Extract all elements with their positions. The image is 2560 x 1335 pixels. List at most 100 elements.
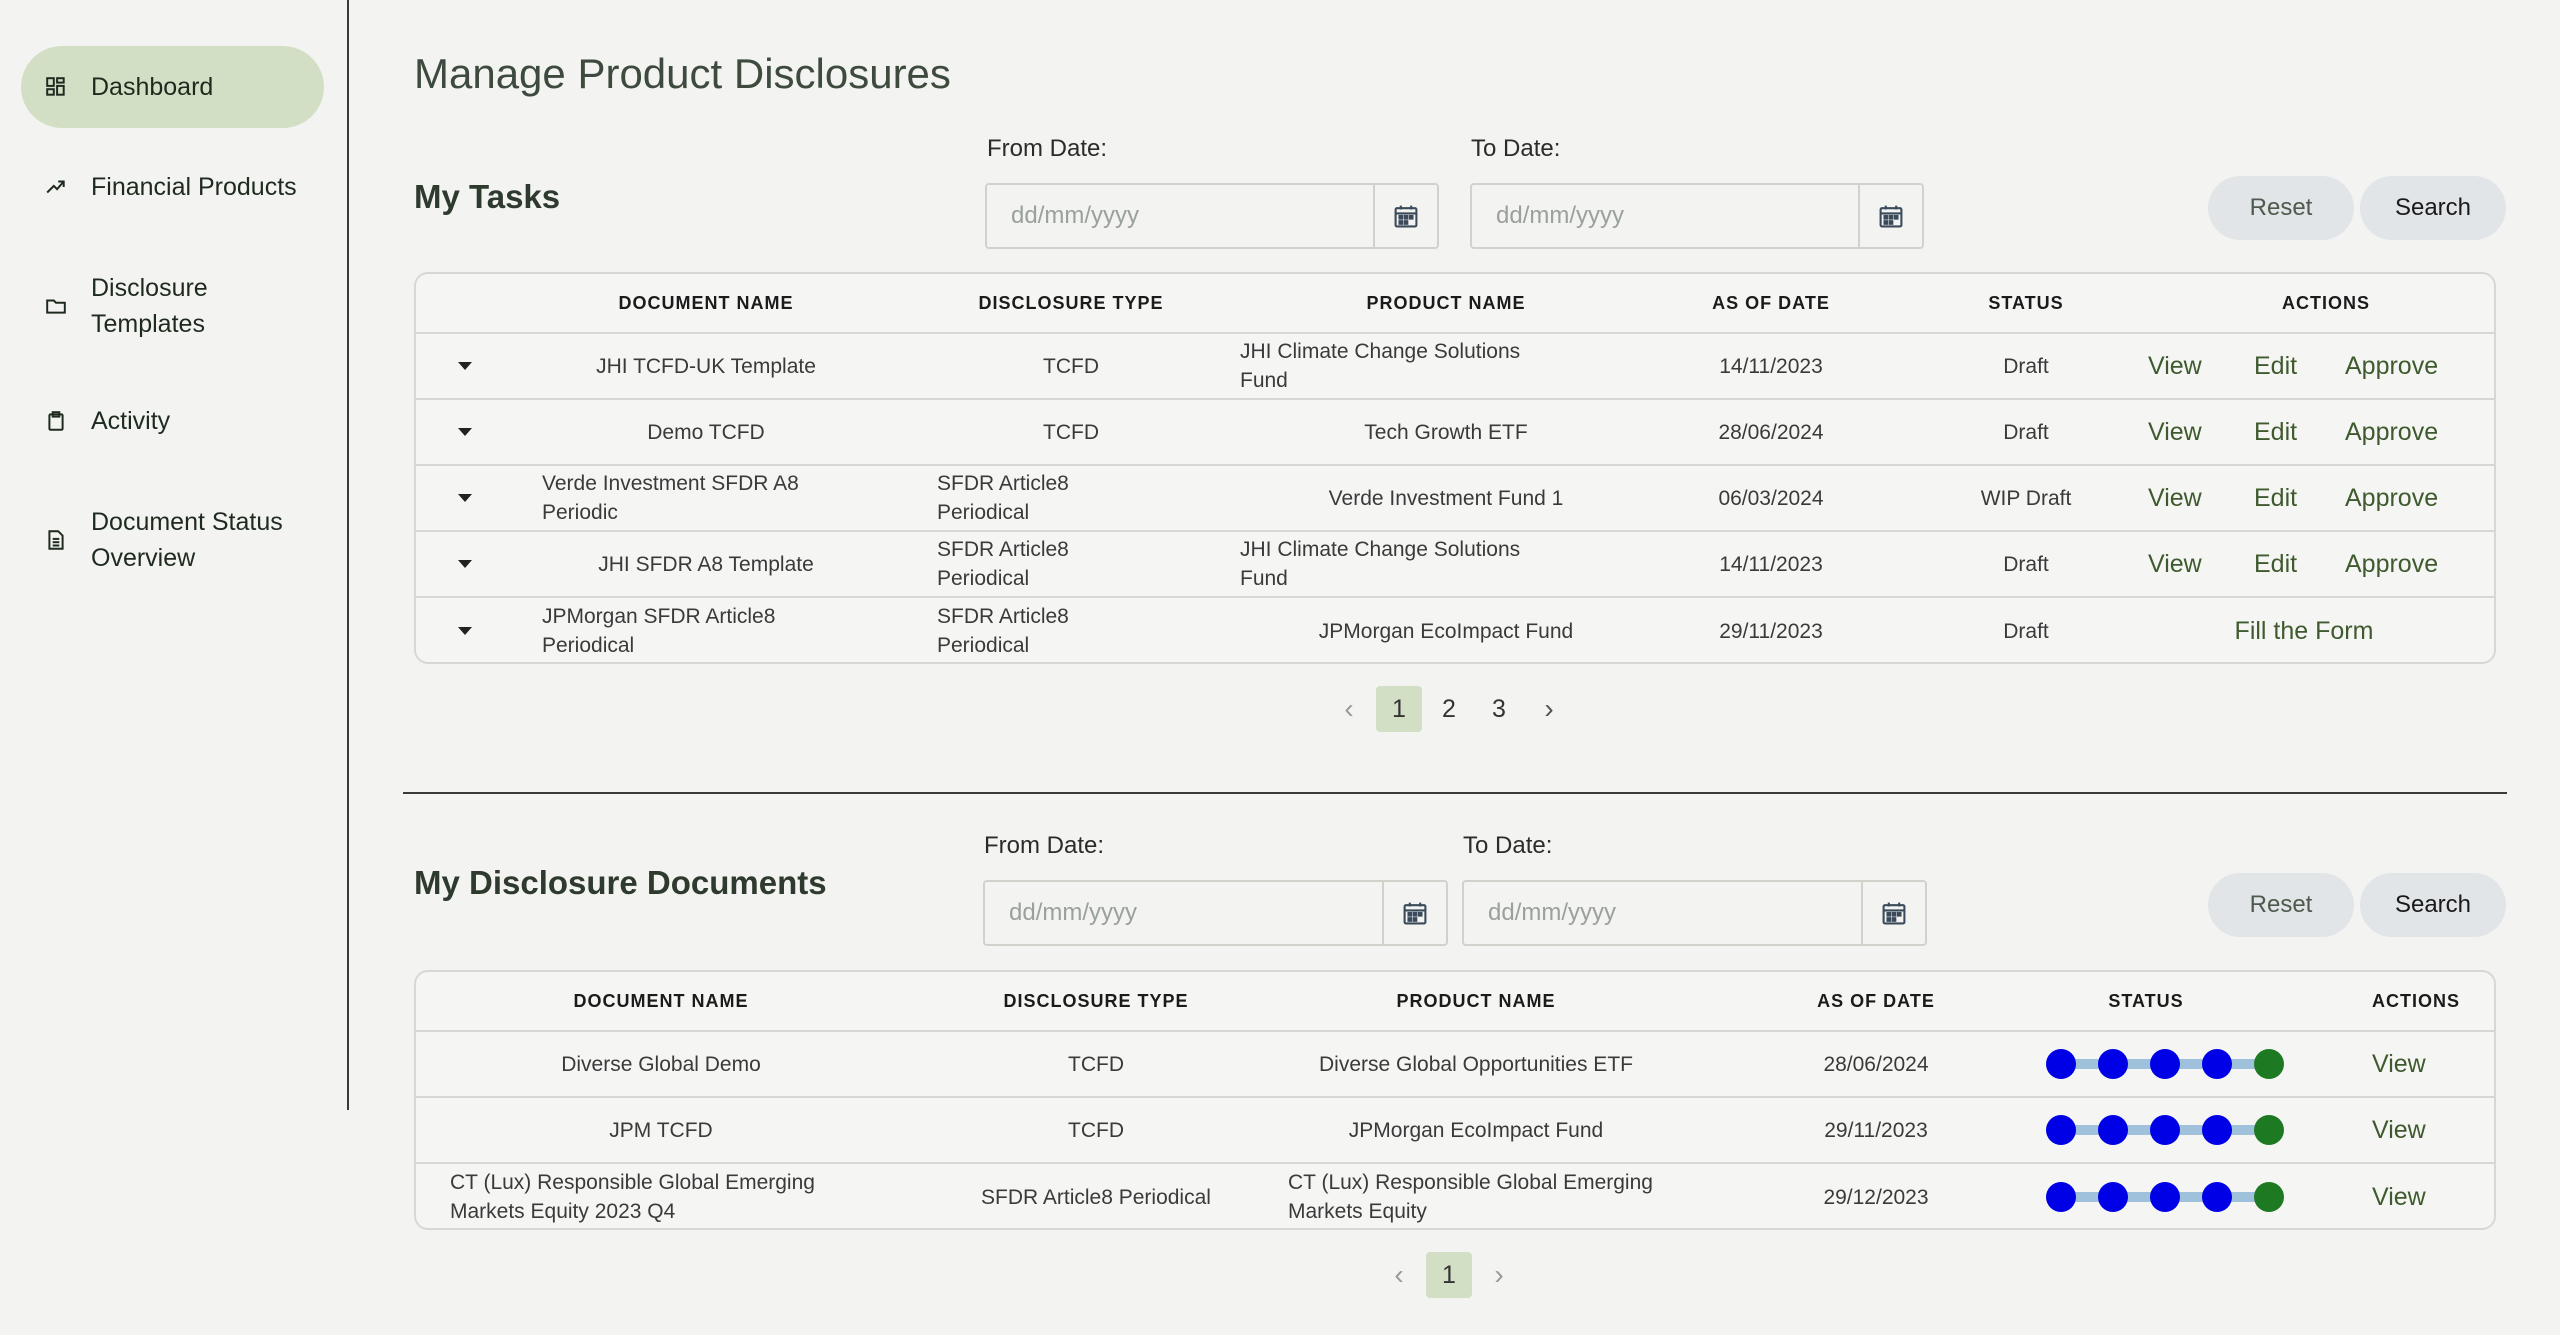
fill-form-link[interactable]: Fill the Form	[2234, 617, 2374, 645]
reset-button[interactable]: Reset	[2208, 176, 2354, 240]
approve-link[interactable]: Approve	[2345, 484, 2439, 512]
status-step-dot	[2150, 1049, 2180, 1079]
table-row: JHI SFDR A8 Template SFDR Article8 Perio…	[416, 532, 2494, 598]
document-name: CT (Lux) Responsible Global Emerging Mar…	[450, 1171, 815, 1223]
page-button[interactable]: 3	[1492, 694, 1506, 723]
document-name: Verde Investment SFDR A8 Periodic	[542, 472, 799, 524]
as-of-date: 29/11/2023	[1824, 1119, 1928, 1142]
page-button[interactable]: 2	[1442, 694, 1456, 723]
as-of-date: 14/11/2023	[1719, 355, 1823, 378]
product-name: CT (Lux) Responsible Global Emerging Mar…	[1288, 1171, 1653, 1223]
search-button[interactable]: Search	[2360, 873, 2506, 937]
as-of-date: 29/11/2023	[1719, 620, 1823, 643]
sidebar: Dashboard Financial Products Disclosure …	[0, 0, 349, 1110]
expand-caret-icon[interactable]	[458, 560, 472, 568]
status-final-dot	[2254, 1049, 2284, 1079]
status-text: Draft	[2003, 355, 2049, 378]
to-date-input[interactable]	[1472, 185, 1858, 247]
product-name: Tech Growth ETF	[1364, 421, 1528, 444]
status-step-dot	[2202, 1049, 2232, 1079]
prev-page-icon[interactable]: ‹	[1344, 693, 1354, 724]
folder-icon	[21, 295, 91, 317]
column-header: PRODUCT NAME	[1366, 293, 1526, 313]
table-row: JPMorgan SFDR Article8 Periodical SFDR A…	[416, 598, 2494, 662]
next-page-icon[interactable]: ›	[1494, 1259, 1504, 1290]
disclosure-type: SFDR Article8 Periodical	[981, 1186, 1211, 1209]
disclosure-type: TCFD	[1043, 355, 1099, 378]
status-progress	[2046, 1114, 2284, 1146]
expand-caret-icon[interactable]	[458, 627, 472, 635]
as-of-date: 14/11/2023	[1719, 553, 1823, 576]
view-link[interactable]: View	[2372, 1116, 2426, 1144]
sidebar-item-financial-products[interactable]: Financial Products	[21, 162, 324, 212]
view-link[interactable]: View	[2148, 484, 2202, 512]
sidebar-item-disclosure-templates[interactable]: Disclosure Templates	[21, 268, 324, 344]
document-name: JHI SFDR A8 Template	[598, 553, 814, 576]
expand-caret-icon[interactable]	[458, 428, 472, 436]
page-button[interactable]: 1	[1376, 686, 1422, 732]
page-button[interactable]: 1	[1426, 1252, 1472, 1298]
document-name: JPM TCFD	[609, 1119, 713, 1142]
approve-link[interactable]: Approve	[2345, 352, 2439, 380]
to-date-label: To Date:	[1471, 135, 1561, 162]
clipboard-icon	[21, 410, 91, 432]
section-title-my-disclosure-documents: My Disclosure Documents	[414, 864, 827, 901]
calendar-icon[interactable]	[1858, 185, 1922, 247]
view-link[interactable]: View	[2148, 418, 2202, 446]
prev-page-icon[interactable]: ‹	[1394, 1259, 1404, 1290]
from-date-label: From Date:	[984, 832, 1105, 859]
product-name: JHI Climate Change Solutions Fund	[1240, 340, 1521, 392]
sidebar-item-activity[interactable]: Activity	[21, 396, 324, 446]
calendar-icon[interactable]	[1373, 185, 1437, 247]
column-header: PRODUCT NAME	[1396, 991, 1556, 1011]
product-name: Verde Investment Fund 1	[1328, 487, 1564, 510]
status-step-dot	[2202, 1115, 2232, 1145]
status-progress	[2046, 1048, 2284, 1080]
disclosure-type: TCFD	[1068, 1053, 1124, 1076]
approve-link[interactable]: Approve	[2345, 550, 2439, 578]
status-text: Draft	[2003, 620, 2049, 643]
column-header: DOCUMENT NAME	[618, 293, 794, 313]
disclosure-type: TCFD	[1068, 1119, 1124, 1142]
status-step-dot	[2150, 1115, 2180, 1145]
column-header: STATUS	[2108, 991, 2184, 1011]
edit-link[interactable]: Edit	[2254, 418, 2298, 446]
view-link[interactable]: View	[2148, 550, 2202, 578]
reset-button[interactable]: Reset	[2208, 873, 2354, 937]
column-header: DISCLOSURE TYPE	[978, 293, 1164, 313]
approve-link[interactable]: Approve	[2345, 418, 2439, 446]
status-final-dot	[2254, 1115, 2284, 1145]
search-button[interactable]: Search	[2360, 176, 2506, 240]
sidebar-item-document-status-overview[interactable]: Document Status Overview	[21, 502, 324, 578]
document-name: Demo TCFD	[647, 421, 765, 444]
table-header: DOCUMENT NAME DISCLOSURE TYPE PRODUCT NA…	[416, 274, 2494, 334]
document-name: JPMorgan SFDR Article8 Periodical	[542, 605, 776, 657]
from-date-input[interactable]	[987, 185, 1373, 247]
from-date-input[interactable]	[985, 882, 1382, 944]
column-header: ACTIONS	[2282, 293, 2370, 313]
expand-caret-icon[interactable]	[458, 494, 472, 502]
disclosure-type: TCFD	[1043, 421, 1099, 444]
section-divider	[403, 792, 2507, 794]
to-date-input[interactable]	[1464, 882, 1861, 944]
disclosure-type: SFDR Article8 Periodical	[937, 472, 1069, 524]
view-link[interactable]: View	[2372, 1183, 2426, 1211]
calendar-icon[interactable]	[1382, 882, 1446, 944]
sidebar-item-label: Dashboard	[91, 73, 214, 101]
view-link[interactable]: View	[2148, 352, 2202, 380]
product-name: JHI Climate Change Solutions Fund	[1240, 538, 1521, 590]
next-page-icon[interactable]: ›	[1544, 693, 1554, 724]
table-header: DOCUMENT NAME DISCLOSURE TYPE PRODUCT NA…	[416, 972, 2494, 1032]
view-link[interactable]: View	[2372, 1050, 2426, 1078]
status-step-dot	[2098, 1115, 2128, 1145]
edit-link[interactable]: Edit	[2254, 550, 2298, 578]
product-name: JPMorgan EcoImpact Fund	[1348, 1119, 1604, 1142]
calendar-icon[interactable]	[1861, 882, 1925, 944]
as-of-date: 06/03/2024	[1718, 487, 1824, 510]
sidebar-item-label: Financial Products	[91, 173, 297, 201]
sidebar-item-dashboard[interactable]: Dashboard	[21, 46, 324, 128]
as-of-date: 28/06/2024	[1718, 421, 1824, 444]
edit-link[interactable]: Edit	[2254, 484, 2298, 512]
expand-caret-icon[interactable]	[458, 362, 472, 370]
edit-link[interactable]: Edit	[2254, 352, 2298, 380]
